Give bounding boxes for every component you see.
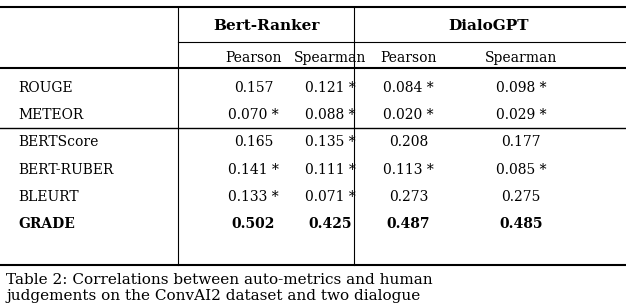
- Text: METEOR: METEOR: [19, 108, 84, 122]
- Text: 0.485: 0.485: [500, 217, 543, 231]
- Text: 0.275: 0.275: [501, 190, 541, 204]
- Text: 0.157: 0.157: [233, 81, 274, 95]
- Text: Pearson: Pearson: [380, 50, 437, 65]
- Text: 0.487: 0.487: [387, 217, 430, 231]
- Text: BERT-RUBER: BERT-RUBER: [19, 163, 114, 177]
- Text: 0.502: 0.502: [232, 217, 275, 231]
- Text: 0.425: 0.425: [309, 217, 352, 231]
- Text: GRADE: GRADE: [19, 217, 76, 231]
- Text: 0.084 *: 0.084 *: [383, 81, 434, 95]
- Text: 0.029 *: 0.029 *: [496, 108, 546, 122]
- Text: 0.208: 0.208: [389, 135, 428, 149]
- Text: 0.133 *: 0.133 *: [228, 190, 279, 204]
- Text: 0.135 *: 0.135 *: [305, 135, 356, 149]
- Text: 0.141 *: 0.141 *: [228, 163, 279, 177]
- Text: DialoGPT: DialoGPT: [448, 19, 528, 33]
- Text: 0.020 *: 0.020 *: [383, 108, 434, 122]
- Text: Table 2: Correlations between auto-metrics and human
judgements on the ConvAI2 d: Table 2: Correlations between auto-metri…: [6, 273, 433, 304]
- Text: 0.121 *: 0.121 *: [305, 81, 356, 95]
- Text: 0.177: 0.177: [501, 135, 541, 149]
- Text: Spearman: Spearman: [485, 50, 557, 65]
- Text: 0.111 *: 0.111 *: [305, 163, 356, 177]
- Text: Bert-Ranker: Bert-Ranker: [213, 19, 319, 33]
- Text: 0.098 *: 0.098 *: [496, 81, 546, 95]
- Text: ROUGE: ROUGE: [19, 81, 73, 95]
- Text: 0.273: 0.273: [389, 190, 428, 204]
- Text: 0.071 *: 0.071 *: [305, 190, 356, 204]
- Text: BERTScore: BERTScore: [19, 135, 99, 149]
- Text: Spearman: Spearman: [294, 50, 366, 65]
- Text: 0.113 *: 0.113 *: [383, 163, 434, 177]
- Text: 0.070 *: 0.070 *: [228, 108, 279, 122]
- Text: Pearson: Pearson: [225, 50, 282, 65]
- Text: 0.165: 0.165: [234, 135, 273, 149]
- Text: 0.085 *: 0.085 *: [496, 163, 546, 177]
- Text: 0.088 *: 0.088 *: [305, 108, 356, 122]
- Text: BLEURT: BLEURT: [19, 190, 80, 204]
